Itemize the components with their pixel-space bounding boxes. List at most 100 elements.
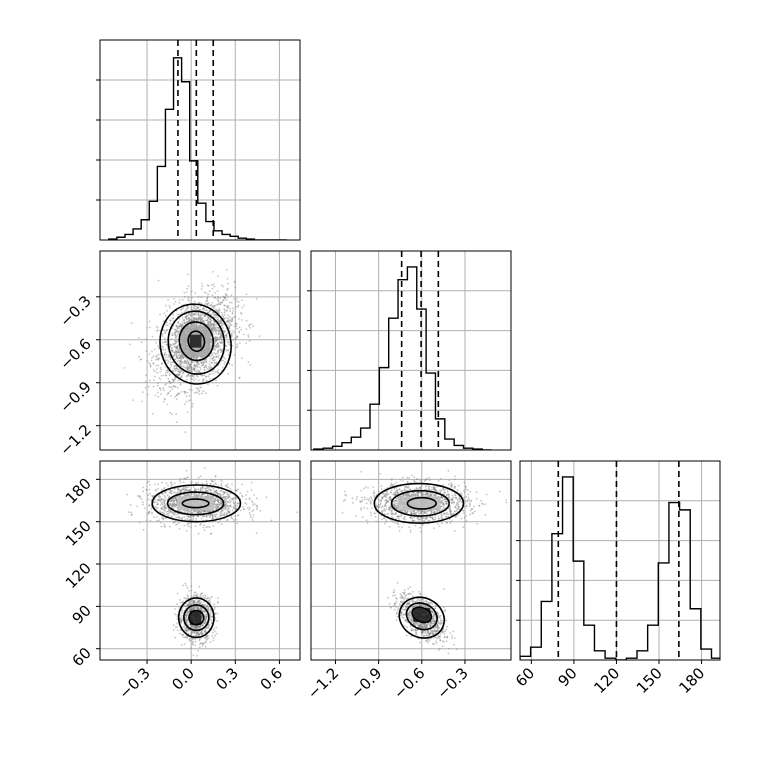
scatter-point [227,518,229,521]
scatter-point [202,510,205,513]
scatter-point [214,314,217,317]
scatter-point [221,324,224,327]
scatter-point [197,389,200,391]
scatter-point [195,305,198,308]
scatter-point [161,506,164,509]
scatter-point [207,323,209,326]
scatter-point [187,317,190,320]
scatter-point [215,314,217,317]
scatter-point [213,305,216,308]
scatter-point [202,378,205,380]
scatter-point [176,350,179,353]
scatter-point [231,498,234,501]
scatter-point [212,480,214,483]
scatter-point [214,475,217,477]
scatter-point [163,502,166,505]
scatter-point [432,518,434,521]
scatter-point [163,523,166,526]
scatter-point [163,329,166,331]
scatter-point [169,390,172,392]
scatter-point [188,604,191,606]
scatter-point [190,290,193,293]
scatter-point [203,610,206,613]
scatter-point [202,364,205,367]
scatter-point [250,481,253,484]
scatter-point [194,365,196,368]
scatter-point [214,490,216,493]
scatter-point [224,497,226,500]
scatter-point [190,631,193,633]
scatter-point [180,309,182,312]
scatter-point [162,518,165,521]
scatter-point [175,325,178,328]
scatter-point [200,592,203,595]
scatter-point [229,307,232,310]
scatter-point [217,349,219,352]
scatter-point [188,639,191,642]
scatter-point [185,630,188,633]
scatter-point [208,373,211,375]
scatter-point [152,368,155,371]
scatter-point [174,334,177,337]
scatter-point [169,490,172,493]
scatter-point [191,296,193,299]
scatter-point [204,621,207,624]
scatter-point [224,348,227,351]
scatter-point [211,516,214,519]
scatter-point [196,625,199,628]
scatter-point [209,515,212,518]
scatter-point [186,307,189,309]
scatter-point [386,500,389,503]
scatter-point [132,399,134,401]
scatter-point [174,349,177,352]
scatter-point [215,339,217,342]
scatter-point [199,608,201,610]
scatter-point [199,523,202,526]
scatter-point [171,502,174,505]
scatter-point [193,600,196,603]
scatter-point [187,515,190,518]
scatter-point [229,501,232,504]
scatter-point [205,361,208,364]
scatter-point [197,512,200,515]
scatter-point [218,502,220,504]
scatter-point [232,497,235,500]
scatter-point [194,292,197,295]
scatter-point [184,613,187,616]
scatter-point [234,507,237,510]
scatter-point [190,365,193,368]
scatter-point [214,325,217,328]
scatter-point [197,515,200,518]
scatter-point [139,496,141,499]
scatter-point [253,493,256,496]
scatter-point [250,323,252,325]
scatter-point [200,607,202,610]
scatter-point [174,513,176,516]
scatter-point [152,362,155,365]
scatter-point [445,502,448,505]
scatter-point [184,321,186,324]
scatter-point [215,344,218,346]
scatter-point [184,367,187,370]
scatter-point [185,619,188,622]
scatter-point [159,378,162,381]
scatter-point [201,632,204,635]
scatter-point [148,379,151,382]
scatter-point [203,510,206,512]
scatter-point [188,368,191,371]
scatter-point [178,330,181,333]
scatter-point [206,299,209,302]
scatter-point [148,385,150,388]
scatter-point [130,514,133,516]
scatter-point [166,310,169,312]
scatter-point [214,490,217,493]
scatter-point [232,502,235,505]
scatter-point [186,367,189,369]
scatter-point [376,505,379,507]
scatter-point [245,328,248,330]
scatter-point [196,511,199,514]
scatter-point [215,330,217,333]
scatter-point [156,358,159,360]
scatter-point [228,343,230,346]
scatter-point [201,592,204,595]
